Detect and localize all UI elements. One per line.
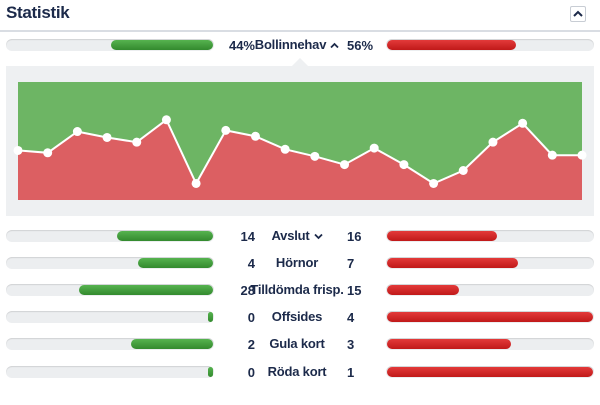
stat-away-value: 16 — [347, 229, 362, 244]
stat-row: 28 Tilldömda frisp. 15 — [0, 282, 600, 300]
data-point[interactable] — [399, 160, 409, 170]
data-point[interactable] — [43, 148, 53, 158]
series-line — [17, 118, 582, 186]
possession-home-value: 44% — [228, 38, 255, 53]
chevron-up-icon — [330, 42, 339, 49]
stat-home-bar — [6, 366, 214, 378]
stat-label-text: Avslut — [271, 228, 310, 243]
stat-row: 2 Gula kort 3 — [0, 336, 600, 354]
stat-home-value: 0 — [247, 310, 255, 325]
chevron-up-icon — [573, 10, 583, 17]
stat-away-fill — [387, 258, 519, 268]
chevron-down-icon — [313, 233, 323, 240]
possession-chart-svg — [13, 82, 587, 200]
stat-label: Gula kort — [237, 336, 357, 351]
possession-away-value: 56% — [347, 38, 374, 53]
stat-label[interactable]: Avslut — [237, 228, 357, 243]
stat-home-fill — [208, 367, 213, 377]
stat-row[interactable]: 14 Avslut 16 — [0, 228, 600, 246]
stat-away-bar — [386, 230, 594, 242]
stat-away-bar — [386, 311, 594, 323]
stat-home-bar — [6, 311, 214, 323]
stat-label: Röda kort — [237, 364, 357, 379]
stat-home-bar — [6, 257, 214, 269]
stat-home-value: 14 — [240, 229, 255, 244]
possession-chart — [6, 66, 594, 216]
data-point[interactable] — [221, 125, 231, 135]
stat-home-value: 4 — [247, 256, 255, 271]
stat-label-text: Tilldömda frisp. — [250, 282, 344, 297]
chart-pointer — [291, 58, 309, 67]
possession-row[interactable]: 44% Bollinnehav 56% — [0, 37, 600, 55]
data-point[interactable] — [72, 127, 82, 137]
stat-label: Tilldömda frisp. — [237, 282, 357, 297]
stat-away-value: 4 — [347, 310, 355, 325]
stat-label-text: Röda kort — [267, 364, 327, 379]
data-point[interactable] — [547, 150, 557, 160]
possession-home-bar — [6, 39, 214, 51]
page-title: Statistik — [6, 3, 70, 22]
stat-away-fill — [387, 231, 497, 241]
stat-label-text: Offsides — [271, 309, 323, 324]
data-point[interactable] — [132, 137, 142, 147]
header-divider — [0, 30, 600, 32]
data-point[interactable] — [369, 143, 379, 153]
data-point[interactable] — [161, 115, 171, 125]
stat-home-fill — [78, 285, 213, 295]
stats-header: Statistik — [0, 0, 600, 30]
data-point[interactable] — [518, 118, 528, 128]
stat-row: 0 Röda kort 1 — [0, 364, 600, 382]
stat-away-value: 3 — [347, 337, 355, 352]
stat-away-bar — [386, 366, 594, 378]
away-area — [18, 119, 582, 200]
stat-home-value: 0 — [247, 365, 255, 380]
possession-away-bar — [386, 39, 594, 51]
stat-home-fill — [208, 312, 213, 322]
data-point[interactable] — [577, 150, 587, 160]
possession-label[interactable]: Bollinnehav — [237, 37, 357, 52]
stat-row: 0 Offsides 4 — [0, 309, 600, 327]
stat-away-fill — [387, 367, 593, 377]
stat-home-fill — [116, 231, 213, 241]
data-point[interactable] — [429, 178, 439, 188]
stat-away-value: 1 — [347, 365, 355, 380]
stat-away-value: 15 — [347, 283, 362, 298]
stat-home-fill — [130, 339, 213, 349]
stat-away-value: 7 — [347, 256, 355, 271]
stat-home-fill — [138, 258, 213, 268]
stat-away-bar — [386, 257, 594, 269]
stat-label-text: Gula kort — [269, 336, 325, 351]
stat-home-bar — [6, 284, 214, 296]
possession-away-fill — [387, 40, 517, 50]
data-point[interactable] — [488, 137, 498, 147]
stat-label: Offsides — [237, 309, 357, 324]
data-point[interactable] — [458, 166, 468, 175]
data-point[interactable] — [102, 132, 112, 142]
data-point[interactable] — [340, 160, 350, 170]
stat-away-bar — [386, 338, 594, 350]
stat-row: 4 Hörnor 7 — [0, 255, 600, 273]
stat-away-fill — [387, 339, 511, 349]
possession-label-text: Bollinnehav — [254, 37, 327, 52]
data-point[interactable] — [310, 151, 320, 161]
stat-label-text: Hörnor — [275, 255, 319, 270]
stat-home-value: 2 — [247, 337, 255, 352]
stat-away-fill — [387, 285, 459, 295]
collapse-button[interactable] — [570, 6, 586, 22]
stat-home-bar — [6, 230, 214, 242]
stat-away-fill — [387, 312, 593, 322]
stat-home-bar — [6, 338, 214, 350]
data-point[interactable] — [191, 178, 201, 188]
stat-label: Hörnor — [237, 255, 357, 270]
data-point[interactable] — [13, 145, 23, 155]
data-point[interactable] — [250, 131, 260, 141]
stat-away-bar — [386, 284, 594, 296]
home-area — [18, 82, 582, 184]
data-point[interactable] — [280, 144, 290, 154]
possession-home-fill — [111, 40, 213, 50]
stat-home-value: 28 — [240, 283, 255, 298]
